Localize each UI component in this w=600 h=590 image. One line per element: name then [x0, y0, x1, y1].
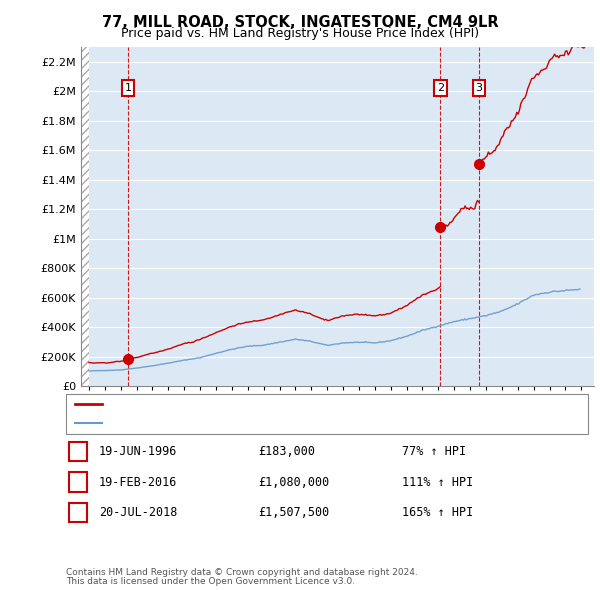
Text: 2: 2	[437, 83, 444, 93]
Text: 77% ↑ HPI: 77% ↑ HPI	[402, 445, 466, 458]
Text: 19-JUN-1996: 19-JUN-1996	[99, 445, 178, 458]
Text: 1: 1	[125, 83, 131, 93]
Text: 165% ↑ HPI: 165% ↑ HPI	[402, 506, 473, 519]
Text: £1,080,000: £1,080,000	[258, 476, 329, 489]
Text: 19-FEB-2016: 19-FEB-2016	[99, 476, 178, 489]
Bar	[81, 47, 89, 386]
Text: 3: 3	[475, 83, 482, 93]
Text: HPI: Average price, detached house, Chelmsford: HPI: Average price, detached house, Chel…	[108, 418, 361, 428]
Text: 77, MILL ROAD, STOCK, INGATESTONE, CM4 9LR (detached house): 77, MILL ROAD, STOCK, INGATESTONE, CM4 9…	[108, 399, 454, 409]
Text: 1: 1	[74, 445, 82, 458]
Text: Price paid vs. HM Land Registry's House Price Index (HPI): Price paid vs. HM Land Registry's House …	[121, 27, 479, 40]
Text: £183,000: £183,000	[258, 445, 315, 458]
Text: This data is licensed under the Open Government Licence v3.0.: This data is licensed under the Open Gov…	[66, 578, 355, 586]
Text: 77, MILL ROAD, STOCK, INGATESTONE, CM4 9LR: 77, MILL ROAD, STOCK, INGATESTONE, CM4 9…	[101, 15, 499, 30]
Text: 20-JUL-2018: 20-JUL-2018	[99, 506, 178, 519]
Text: Contains HM Land Registry data © Crown copyright and database right 2024.: Contains HM Land Registry data © Crown c…	[66, 568, 418, 577]
Text: 2: 2	[74, 476, 82, 489]
Text: £1,507,500: £1,507,500	[258, 506, 329, 519]
Text: 3: 3	[74, 506, 82, 519]
Text: 111% ↑ HPI: 111% ↑ HPI	[402, 476, 473, 489]
